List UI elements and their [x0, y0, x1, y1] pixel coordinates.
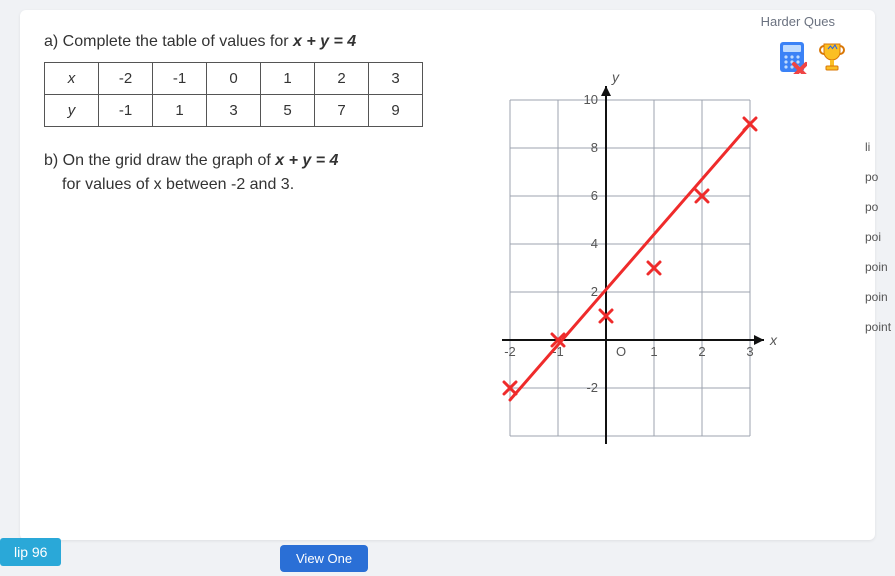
svg-text:2: 2: [698, 344, 705, 359]
question-a-prefix: a) Complete the table of values for: [44, 33, 293, 50]
svg-text:O: O: [616, 344, 626, 359]
svg-text:y: y: [611, 70, 620, 85]
svg-text:x: x: [769, 332, 778, 348]
side-item: li: [865, 140, 870, 154]
side-item: poin: [865, 290, 888, 304]
question-b-text: b) On the grid draw the graph of x + y =…: [44, 149, 454, 197]
view-button[interactable]: View One: [280, 545, 368, 572]
x-cell: 3: [369, 63, 423, 95]
calculator-icon[interactable]: [777, 40, 807, 74]
side-item: po: [865, 200, 878, 214]
side-item: poin: [865, 260, 888, 274]
clip-badge[interactable]: lip 96: [0, 538, 61, 566]
x-cell: 2: [315, 63, 369, 95]
side-list: li po po poi poin poin point: [865, 140, 895, 334]
svg-text:6: 6: [591, 188, 598, 203]
y-cell[interactable]: 1: [153, 95, 207, 127]
y-cell[interactable]: 5: [261, 95, 315, 127]
question-a-equation: x + y = 4: [293, 33, 356, 50]
x-header: x: [45, 63, 99, 95]
values-table: x -2 -1 0 1 2 3 y -1 1 3 5 7 9: [44, 62, 423, 127]
side-item: po: [865, 170, 878, 184]
y-cell[interactable]: 9: [369, 95, 423, 127]
question-b-line2: for values of x between -2 and 3.: [44, 176, 294, 193]
table-row: y -1 1 3 5 7 9: [45, 95, 423, 127]
x-cell: -2: [99, 63, 153, 95]
table-row: x -2 -1 0 1 2 3: [45, 63, 423, 95]
trophy-icon[interactable]: [817, 40, 847, 74]
question-card: Harder Ques a) Complet: [20, 10, 875, 540]
svg-text:8: 8: [591, 140, 598, 155]
question-a-text: a) Complete the table of values for x + …: [44, 30, 454, 54]
svg-text:-2: -2: [586, 380, 598, 395]
svg-text:4: 4: [591, 236, 598, 251]
svg-text:1: 1: [650, 344, 657, 359]
svg-text:2: 2: [591, 284, 598, 299]
x-cell: 1: [261, 63, 315, 95]
y-cell[interactable]: -1: [99, 95, 153, 127]
y-cell[interactable]: 7: [315, 95, 369, 127]
svg-text:10: 10: [584, 92, 598, 107]
y-header: y: [45, 95, 99, 127]
question-b-prefix: b) On the grid draw the graph of: [44, 152, 275, 169]
toolbar-icons: [777, 40, 847, 74]
harder-question-label: Harder Ques: [761, 14, 835, 29]
left-column: a) Complete the table of values for x + …: [44, 30, 454, 197]
x-cell: -1: [153, 63, 207, 95]
x-cell: 0: [207, 63, 261, 95]
coordinate-grid[interactable]: -2-1123-2246810Oxy: [480, 70, 800, 490]
side-item: point: [865, 320, 891, 334]
question-b-equation: x + y = 4: [275, 152, 338, 169]
side-item: poi: [865, 230, 881, 244]
y-cell[interactable]: 3: [207, 95, 261, 127]
svg-text:-2: -2: [504, 344, 516, 359]
svg-text:3: 3: [746, 344, 753, 359]
